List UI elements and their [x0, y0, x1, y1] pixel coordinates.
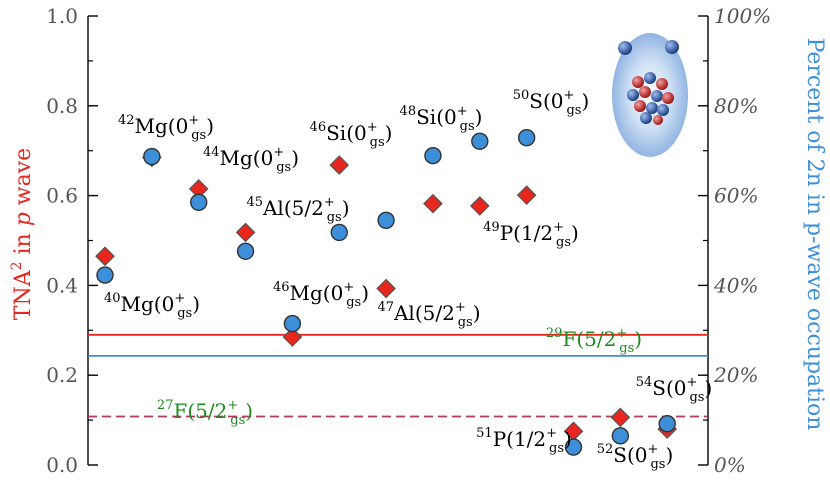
- p-wave-circle-point: [283, 314, 302, 333]
- p-wave-circle-point: [330, 223, 348, 242]
- left-tick-label: 1.0: [46, 4, 78, 28]
- ann-52s-label: 52S(0+ gs): [597, 442, 674, 472]
- right-axis-ticks: 0% 20% 40% 60% 80% 100%: [698, 4, 771, 477]
- ann-46mg-label: 46Mg(0+ gs): [273, 280, 369, 310]
- ann-42mg-label: 42Mg(0+ gs): [118, 113, 214, 143]
- p-wave-circle-point: [96, 266, 114, 284]
- tna-diamond-point: [282, 327, 303, 347]
- p-wave-circle-point: [377, 211, 395, 229]
- reference-lines: [88, 333, 708, 418]
- left-axis-label-part-0: TNA: [11, 269, 36, 320]
- left-axis-label: TNA2 in p wave: [9, 148, 36, 320]
- point-annotations: 40Mg(0+ gs) 42Mg(0+ gs)44Mg(0+ gs) 45Al(5/2+ g…: [104, 88, 712, 472]
- ann-47al-label: 47Al(5/2+ gs): [377, 300, 480, 330]
- p-wave-circle-point: [424, 146, 442, 165]
- right-tick-label: 20%: [713, 363, 758, 387]
- ann-44mg-label: 44Mg(0+ gs): [203, 145, 299, 175]
- ann-27f-label: 27F(5/2+ gs): [157, 398, 253, 428]
- ann-45al-label: 45Al(5/2+ gs): [246, 195, 349, 225]
- p-wave-circle-point: [189, 193, 208, 212]
- ann-40mg-label: 40Mg(0+ gs): [104, 291, 200, 321]
- tna-diamond-point: [235, 222, 256, 243]
- ann-50s-label: 50S(0+ gs): [513, 88, 590, 118]
- tna-diamond-point: [469, 196, 490, 216]
- p-wave-circle-point: [611, 427, 630, 445]
- left-axis-ticks: 0.0 0.2 0.4 0.6 0.8 1.0: [46, 4, 98, 477]
- right-tick-label: 60%: [714, 184, 758, 208]
- left-tick-label: 0.8: [46, 94, 78, 118]
- left-axis-label-part-1: 2: [9, 261, 25, 270]
- p-wave-circle-point: [564, 438, 583, 456]
- tna-diamond-point: [610, 407, 631, 428]
- right-tick-label: 80%: [714, 94, 758, 118]
- p-wave-circle-point: [236, 242, 255, 260]
- ann-48si-label: 48Si(0+ gs): [400, 104, 483, 134]
- p-wave-circle-point: [517, 128, 536, 147]
- right-axis-label: Percent of 2n in p-wave occupation: [802, 38, 827, 431]
- p-wave-circle-point: [658, 414, 676, 433]
- p-wave-circle-point: [143, 147, 161, 166]
- ann-49p-label: 49P(1/2+ gs): [483, 220, 579, 250]
- left-tick-label: 0.6: [46, 184, 78, 208]
- ann-29f-label: 29F(5/2+ gs): [546, 326, 642, 356]
- tna-diamond-point: [423, 193, 443, 214]
- left-tick-label: 0.2: [46, 363, 78, 387]
- tna-diamond-point: [329, 155, 350, 175]
- data-markers: [95, 128, 678, 456]
- ann-51p-label: 51P(1/2+ gs): [476, 426, 572, 456]
- left-axis-label-part-4: wave: [11, 148, 36, 212]
- ann-46si-label: 46Si(0+ gs): [310, 120, 393, 150]
- ann-54s-label: 54S(0+ gs): [636, 375, 713, 405]
- halo-nucleus-icon: [612, 33, 688, 157]
- left-tick-label: 0.4: [46, 273, 78, 297]
- p-wave-circle-point: [471, 132, 489, 150]
- tna-diamond-point: [376, 278, 396, 299]
- left-axis-label-part-2: in: [11, 226, 36, 261]
- tna-diamond-point: [516, 185, 537, 205]
- tna-diamond-point: [95, 246, 115, 267]
- right-tick-label: 40%: [713, 273, 758, 297]
- left-axis-label-part-3: p: [11, 212, 36, 226]
- right-tick-label: 100%: [714, 4, 771, 28]
- left-tick-label: 0.0: [46, 453, 78, 477]
- right-tick-label: 0%: [714, 453, 746, 477]
